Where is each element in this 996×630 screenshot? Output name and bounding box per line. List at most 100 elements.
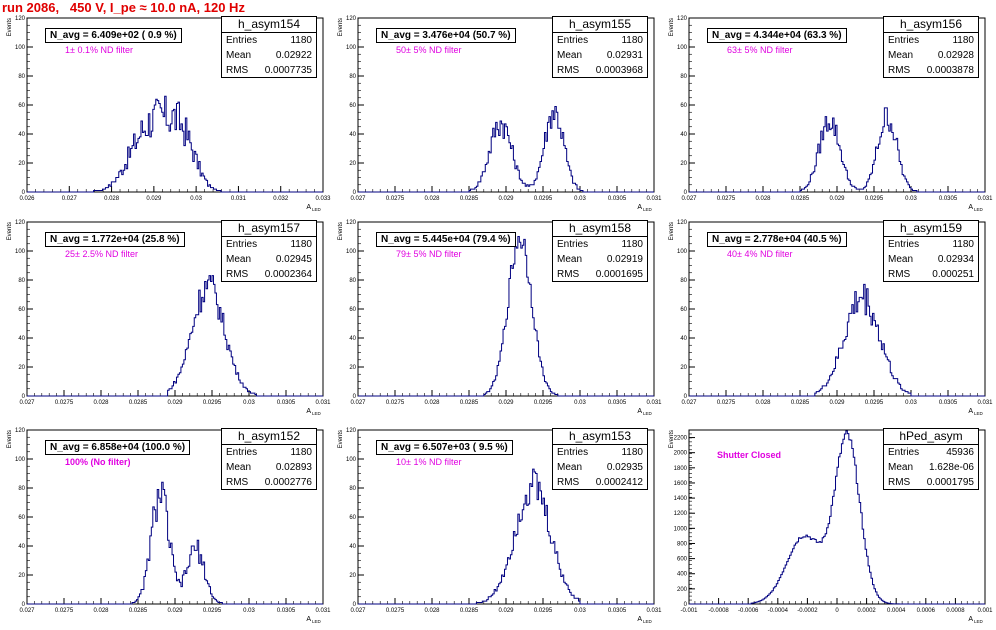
navg-label: N_avg = 4.344e+04 (63.3 %) — [707, 28, 847, 43]
stats-value-entries: 1180 — [621, 447, 643, 458]
run-title: run 2086, 450 V, I_pe ≈ 10.0 nA, 120 Hz — [2, 0, 245, 15]
y-tick-label: 100 — [677, 45, 688, 51]
nd-filter-label: 1± 0.1% ND filter — [65, 45, 133, 55]
stats-key: RMS — [888, 477, 911, 488]
stats-value-rms: 0.0003968 — [595, 65, 643, 76]
stats-value-entries: 1180 — [290, 35, 312, 46]
y-tick-label: 800 — [677, 541, 688, 547]
y-tick-label: 0 — [353, 602, 357, 608]
x-tick-label: 0.028 — [755, 196, 771, 202]
navg-label: N_avg = 6.507e+03 ( 9.5 %) — [376, 440, 513, 455]
y-tick-label: 20 — [18, 365, 25, 371]
x-tick-label: 0.0275 — [717, 196, 736, 202]
histogram-svg: 0 20 40 60 80 100 120 0.027 0.0275 0.028 0.0285 0.0… — [338, 220, 662, 416]
y-tick-label: 120 — [346, 16, 357, 22]
stats-box: hPed_asym Entries 45936 Mean 1.628e-06 RMS 0.0… — [883, 428, 979, 490]
x-tick-label: 0.027 — [19, 400, 35, 406]
x-tick-label: 0.029 — [498, 196, 514, 202]
y-axis-label: Events — [338, 222, 344, 240]
x-tick-label: 0.0275 — [386, 400, 405, 406]
histogram-line — [689, 430, 985, 605]
x-tick-label: 0.0295 — [534, 608, 553, 614]
stats-box: h_asym153 Entries 1180 Mean 0.02935 RMS 0.0002… — [552, 428, 648, 490]
histogram-pad-h_asym152: 0 20 40 60 80 100 120 0.027 0.0275 0.028 0.0285 0.0… — [0, 426, 331, 630]
x-tick-label: 0.0305 — [939, 400, 958, 406]
y-tick-label: 100 — [346, 45, 357, 51]
x-tick-label: 0.03 — [243, 400, 255, 406]
stats-value-mean: 0.02928 — [937, 50, 974, 61]
stats-value-entries: 45936 — [946, 447, 974, 458]
stats-value-rms: 0.0002412 — [595, 477, 643, 488]
y-tick-label: 0 — [22, 190, 26, 196]
stats-key: Entries — [226, 35, 258, 46]
stats-value-mean: 0.02945 — [275, 254, 312, 265]
y-tick-label: 20 — [680, 161, 687, 167]
x-axis-label: A — [637, 204, 642, 211]
stats-row-entries: Entries 1180 — [553, 445, 647, 460]
y-tick-label: 2200 — [674, 436, 688, 442]
y-tick-label: 80 — [680, 278, 687, 284]
x-tick-label: 0.0305 — [277, 400, 296, 406]
y-tick-label: 1200 — [674, 511, 688, 517]
x-tick-label: 0.029 — [829, 400, 845, 406]
histogram-name: h_asym155 — [553, 17, 647, 33]
x-tick-label: 0.0305 — [608, 400, 627, 406]
stats-key: RMS — [557, 477, 580, 488]
x-tick-label: 0.0275 — [55, 400, 74, 406]
x-tick-label: 0.027 — [350, 608, 366, 614]
stats-row-entries: Entries 1180 — [553, 33, 647, 48]
x-tick-label: 0.0295 — [865, 196, 884, 202]
y-tick-label: 120 — [15, 16, 26, 22]
stats-key: RMS — [888, 65, 911, 76]
y-tick-label: 0 — [684, 602, 688, 608]
stats-row-mean: Mean 1.628e-06 — [884, 460, 978, 475]
stats-key: RMS — [226, 477, 249, 488]
histogram-line — [27, 275, 323, 397]
y-tick-label: 40 — [18, 544, 25, 550]
x-tick-label: 0.0295 — [865, 400, 884, 406]
x-axis-label: A — [968, 616, 973, 623]
y-tick-label: 80 — [349, 486, 356, 492]
x-tick-label: 0.0004 — [887, 608, 906, 614]
stats-row-rms: RMS 0.000251 — [884, 267, 978, 282]
stats-value-rms: 0.0003878 — [926, 65, 974, 76]
histogram-name: h_asym154 — [222, 17, 316, 33]
x-tick-label: 0.028 — [424, 608, 440, 614]
x-tick-label: 0.0295 — [534, 400, 553, 406]
stats-key: Mean — [557, 254, 583, 265]
stats-key: Mean — [888, 462, 914, 473]
y-tick-label: 400 — [677, 572, 688, 578]
x-tick-label: 0.031 — [315, 608, 331, 614]
stats-value-mean: 0.02919 — [606, 254, 643, 265]
nd-filter-label: 50± 5% ND filter — [396, 45, 462, 55]
stats-value-mean: 0.02893 — [275, 462, 312, 473]
stats-value-mean: 0.02931 — [606, 50, 643, 61]
x-tick-label: 0.0285 — [129, 608, 148, 614]
stats-row-mean: Mean 0.02934 — [884, 252, 978, 267]
x-tick-label: 0.0285 — [460, 400, 479, 406]
x-tick-label: 0.032 — [273, 196, 289, 202]
histogram-line — [27, 95, 323, 193]
stats-row-rms: RMS 0.0002412 — [553, 475, 647, 490]
stats-key: Mean — [557, 50, 583, 61]
histogram-pad-hPed_asym: 0 200 400 600 800 1000 1200 1400 1600 1800 2000 220… — [662, 426, 993, 630]
y-tick-label: 60 — [349, 103, 356, 109]
x-tick-label: 0.0295 — [203, 608, 222, 614]
y-tick-label: 1800 — [674, 466, 688, 472]
x-tick-label: 0.0305 — [608, 196, 627, 202]
x-axis-label: A — [968, 408, 973, 415]
histogram-svg: 0 20 40 60 80 100 120 0.027 0.0275 0.028 0.0285 0.0… — [338, 16, 662, 212]
stats-row-rms: RMS 0.0001695 — [553, 267, 647, 282]
y-axis-label: Events — [7, 222, 13, 240]
histogram-line — [358, 236, 654, 397]
x-tick-label: 0.031 — [646, 400, 662, 406]
y-tick-label: 100 — [15, 45, 26, 51]
x-axis-label-subscript: LED — [974, 207, 984, 212]
x-tick-label: 0.0295 — [203, 400, 222, 406]
navg-label: N_avg = 5.445e+04 (79.4 %) — [376, 232, 516, 247]
y-tick-label: 80 — [680, 74, 687, 80]
y-tick-label: 1600 — [674, 481, 688, 487]
stats-row-entries: Entries 1180 — [222, 445, 316, 460]
stats-value-rms: 0.0002776 — [264, 477, 312, 488]
y-tick-label: 60 — [680, 103, 687, 109]
